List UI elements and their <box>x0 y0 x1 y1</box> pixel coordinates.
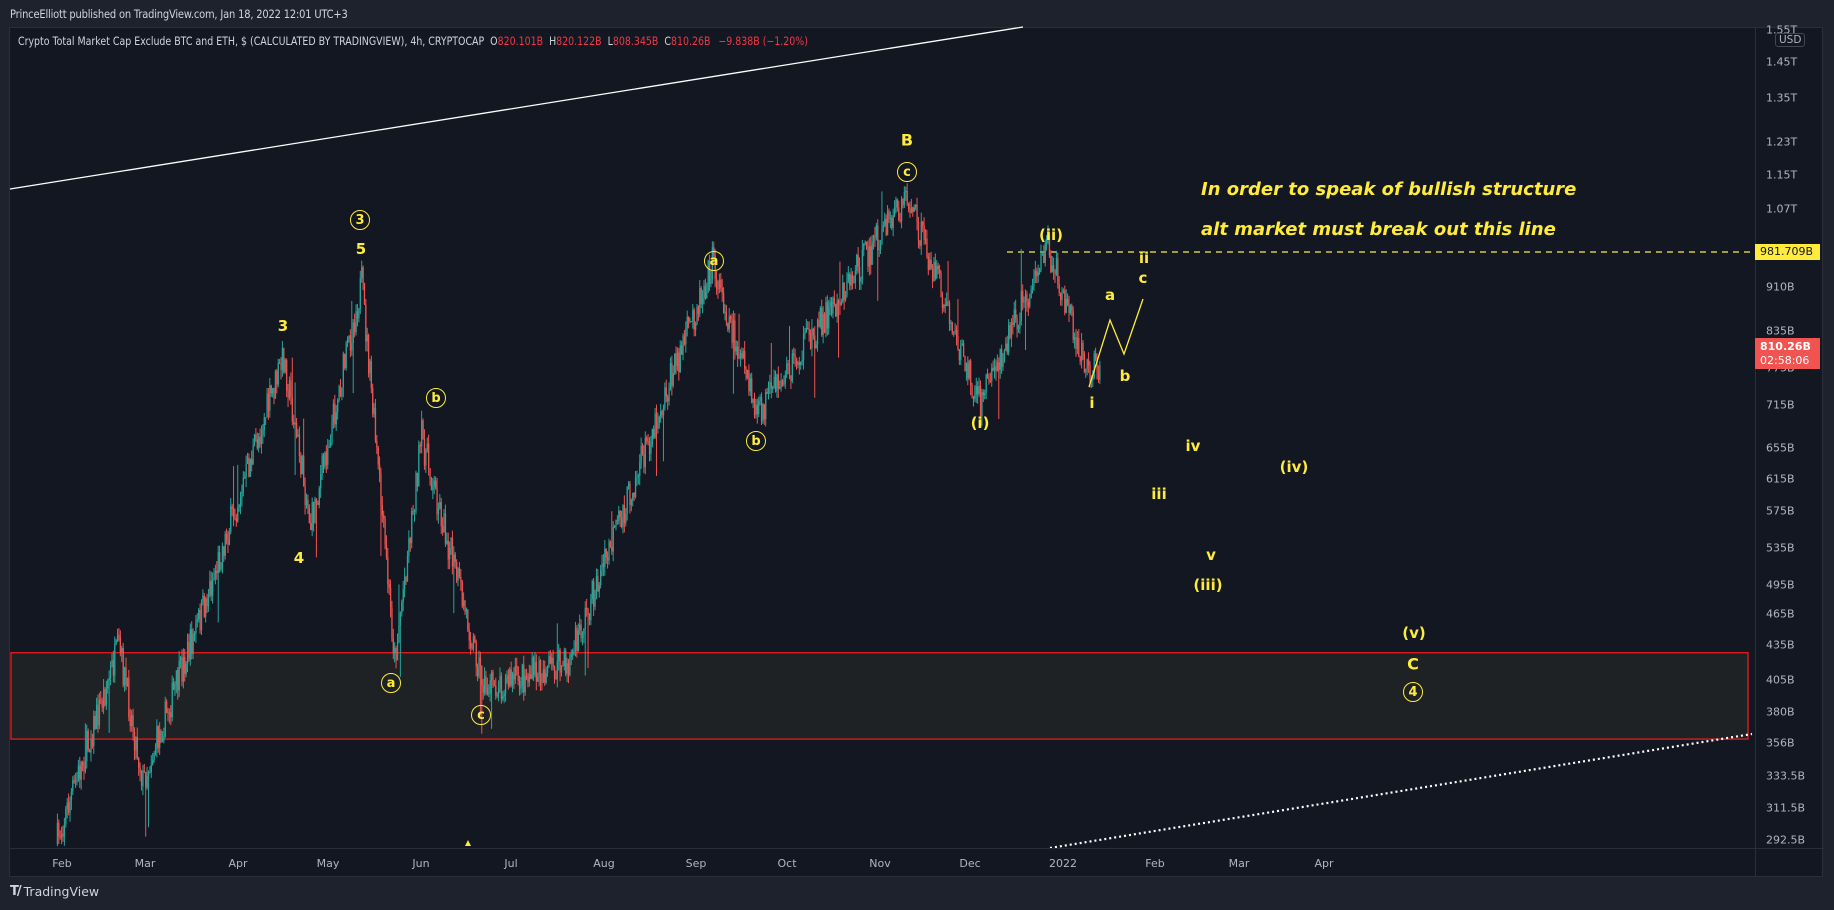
wave-label[interactable]: (ii) <box>1039 226 1063 244</box>
annotation-note-line1[interactable]: In order to speak of bullish structure <box>1201 179 1577 200</box>
last-price: 810.26B <box>1760 340 1811 353</box>
wave-label[interactable]: (i) <box>970 414 990 432</box>
wave-label[interactable]: 4 <box>293 549 305 567</box>
wave-label[interactable]: C <box>1407 654 1419 674</box>
symbol-legend: Crypto Total Market Cap Exclude BTC and … <box>18 34 808 48</box>
time-tick-label: Jul <box>504 857 518 870</box>
wave-label[interactable]: c <box>471 705 491 725</box>
axis-corner <box>1755 848 1824 877</box>
price-tick-label: 835B <box>1766 324 1795 338</box>
wave-label[interactable]: a <box>381 673 401 693</box>
time-tick-label: Apr <box>1314 857 1334 870</box>
upper-trendline[interactable] <box>9 26 1024 190</box>
price-tick-label: 311.5B <box>1766 801 1806 815</box>
price-tick-label: 1.07T <box>1766 202 1798 216</box>
high-value: 820.122B <box>556 34 602 48</box>
wave-label[interactable]: ii <box>1138 249 1150 267</box>
wave-label[interactable]: 3 <box>277 317 289 335</box>
price-tick-label: 655B <box>1766 441 1795 455</box>
time-tick-label: Nov <box>869 857 891 870</box>
time-tick-label: Dec <box>959 857 981 870</box>
wave-label[interactable]: b <box>746 431 766 451</box>
time-tick-label: Sep <box>685 857 707 870</box>
wave-label[interactable]: iii <box>1151 485 1167 503</box>
price-tick-label: 1.23T <box>1766 135 1798 149</box>
time-tick-label: Oct <box>777 857 797 870</box>
publish-bar: PrinceElliott published on TradingView.c… <box>0 0 1834 27</box>
support-zone[interactable] <box>10 652 1749 740</box>
price-tick-label: 356B <box>1766 736 1795 750</box>
wave-label[interactable]: b <box>426 388 446 408</box>
time-tick-label: Aug <box>593 857 615 870</box>
time-tick-label: Apr <box>228 857 248 870</box>
price-tick-label: 380B <box>1766 705 1795 719</box>
time-marker-icon <box>465 840 471 846</box>
time-tick-label: Jun <box>412 857 430 870</box>
close-value: 810.26B <box>670 34 711 48</box>
projection-path[interactable] <box>1088 298 1144 388</box>
wave-label[interactable]: a <box>704 251 724 271</box>
annotation-note-line2[interactable]: alt market must break out this line <box>1201 219 1556 240</box>
wave-label[interactable]: i <box>1089 394 1095 412</box>
price-tick-label: 910B <box>1766 280 1795 294</box>
time-tick-label: 2022 <box>1049 857 1077 870</box>
price-tick-label: 1.15T <box>1766 168 1798 182</box>
time-axis[interactable]: Feb Mar Apr May Jun Jul Aug Sep Oct Nov Dec 2022 Feb… <box>10 848 1755 877</box>
price-tick-label: 615B <box>1766 472 1795 486</box>
price-tick-label: 715B <box>1766 398 1795 412</box>
last-price-tag: 810.26B 02:58:06 <box>1755 338 1820 369</box>
price-tick-label: 435B <box>1766 638 1795 652</box>
wave-label[interactable]: a <box>1104 286 1116 304</box>
price-tick-label: 405B <box>1766 673 1795 687</box>
price-tick-label: 292.5B <box>1766 833 1806 847</box>
price-tick-label: 333.5B <box>1766 769 1806 783</box>
time-tick-label: Feb <box>52 857 72 870</box>
bar-countdown: 02:58:06 <box>1760 354 1810 367</box>
lower-trendline[interactable] <box>1049 732 1753 850</box>
price-tick-label: 1.45T <box>1766 55 1798 69</box>
level-price-tag: 981.709B <box>1755 244 1820 260</box>
symbol-title: Crypto Total Market Cap Exclude BTC and … <box>18 34 485 48</box>
wave-label[interactable]: c <box>1138 269 1148 287</box>
price-tick-label: 495B <box>1766 578 1795 592</box>
candles <box>56 183 1101 847</box>
time-tick-label: Feb <box>1145 857 1165 870</box>
wave-label[interactable]: 3 <box>350 210 370 230</box>
change-value: −9.838B (−1.20%) <box>718 34 808 48</box>
price-axis[interactable]: 1.55T1.45T1.35T1.23T1.15T1.07T910B835B77… <box>1755 24 1824 848</box>
price-tick-label: 1.35T <box>1766 91 1798 105</box>
time-tick-label: May <box>316 857 340 870</box>
wave-label[interactable]: c <box>897 162 917 182</box>
tradingview-logo-icon: T/ <box>10 884 22 899</box>
wave-label[interactable]: (iv) <box>1279 458 1309 476</box>
time-tick-label: Mar <box>1228 857 1250 870</box>
wave-label[interactable]: 5 <box>355 240 367 258</box>
price-tick-label: 535B <box>1766 541 1795 555</box>
wave-label[interactable]: (v) <box>1402 624 1426 642</box>
wave-label[interactable]: iv <box>1185 437 1201 455</box>
wave-label[interactable]: v <box>1206 546 1216 564</box>
wave-label[interactable]: 4 <box>1403 682 1423 702</box>
price-tick-label: 465B <box>1766 607 1795 621</box>
price-tick-label: 575B <box>1766 504 1795 518</box>
open-value: 820.101B <box>497 34 544 48</box>
time-tick-label: Mar <box>134 857 156 870</box>
wave-label[interactable]: b <box>1119 367 1131 385</box>
publish-info: PrinceElliott published on TradingView.c… <box>10 7 348 21</box>
low-value: 808.345B <box>612 34 659 48</box>
wave-label[interactable]: (iii) <box>1193 576 1223 594</box>
wave-label[interactable]: B <box>900 130 914 150</box>
tradingview-brand[interactable]: T/ TradingView <box>10 884 99 899</box>
currency-badge[interactable]: USD <box>1775 33 1806 47</box>
brand-name: TradingView <box>23 884 100 899</box>
